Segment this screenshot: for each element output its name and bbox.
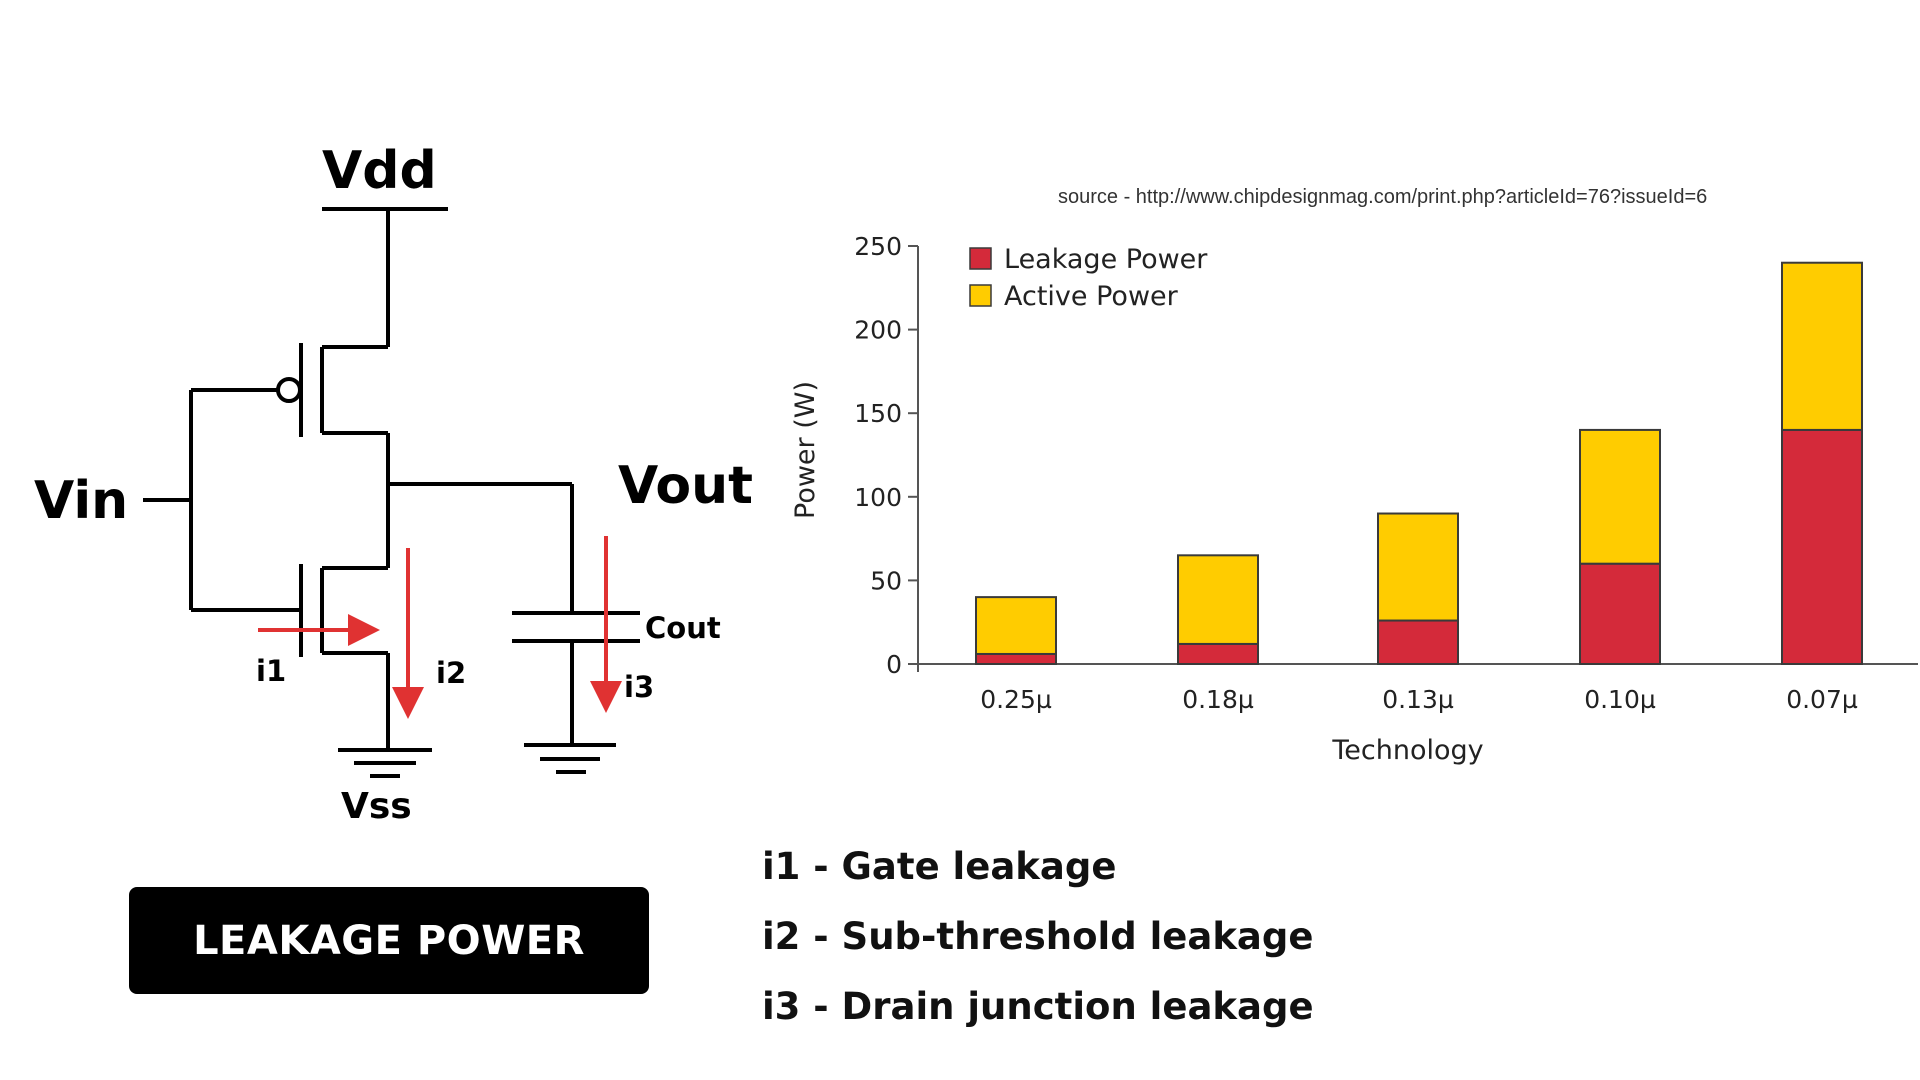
vdd-label: Vdd xyxy=(322,141,437,201)
i2-label: i2 xyxy=(436,656,466,690)
cmos-inverter-schematic: Vdd Vin Vout Vss Cout i1 i2 i3 xyxy=(34,141,753,827)
y-tick-label: 100 xyxy=(854,483,902,512)
bar-leakage-power xyxy=(1579,562,1661,665)
vout-label: Vout xyxy=(618,456,753,516)
bar-leakage-power xyxy=(1781,428,1863,666)
bar-active-power xyxy=(975,596,1057,655)
chart-bars xyxy=(975,261,1863,666)
chart-tick-labels: 0 50 100 150 200 250 0.25µ 0.18µ 0.13µ 0.10µ 0.07µ xyxy=(854,232,1858,714)
leakage-type-item: i2 - Sub-threshold leakage xyxy=(762,915,1314,958)
bar-active-power xyxy=(1579,428,1661,565)
cout-label: Cout xyxy=(645,611,721,645)
cap-ground-symbol xyxy=(524,743,616,774)
y-tick-label: 250 xyxy=(854,232,902,261)
legend-swatch xyxy=(969,284,992,307)
y-tick-label: 200 xyxy=(854,316,902,345)
leakage-types-list: i1 - Gate leakage i2 - Sub-threshold lea… xyxy=(762,832,1314,1042)
leakage-power-title-box: LEAKAGE POWER xyxy=(129,887,649,994)
legend-label: Leakage Power xyxy=(1004,244,1208,275)
bar-active-power xyxy=(1177,554,1259,645)
source-note: source - http://www.chipdesignmag.com/pr… xyxy=(1058,186,1707,208)
bar-active-power xyxy=(1781,261,1863,431)
leakage-power-title: LEAKAGE POWER xyxy=(193,917,585,964)
bar-leakage-power xyxy=(1177,642,1259,665)
power-bar-chart: 0 50 100 150 200 250 0.25µ 0.18µ 0.13µ 0.10µ 0.07µ… xyxy=(790,232,1918,766)
vss-ground-symbol xyxy=(338,748,432,778)
leakage-type-item: i3 - Drain junction leakage xyxy=(762,985,1314,1028)
i1-label: i1 xyxy=(256,654,286,688)
vin-label: Vin xyxy=(34,471,128,531)
legend-label: Active Power xyxy=(1004,281,1179,312)
pmos-gate-bubble xyxy=(276,377,302,403)
leakage-type-item: i1 - Gate leakage xyxy=(762,845,1117,888)
pmos-transistor xyxy=(191,343,388,437)
x-tick-label: 0.13µ xyxy=(1382,685,1454,714)
bar-active-power xyxy=(1377,512,1459,622)
vss-label: Vss xyxy=(341,786,412,827)
chart-legend: Leakage Power Active Power xyxy=(969,244,1208,312)
bar-leakage-power xyxy=(1377,619,1459,666)
bar-leakage-power xyxy=(975,652,1057,666)
y-axis-label: Power (W) xyxy=(790,381,821,519)
output-capacitor xyxy=(512,611,640,643)
y-tick-label: 150 xyxy=(854,399,902,428)
x-axis-label: Technology xyxy=(1331,735,1483,766)
y-tick-label: 50 xyxy=(870,566,902,595)
nmos-transistor xyxy=(191,564,388,657)
x-tick-label: 0.10µ xyxy=(1584,685,1656,714)
i3-label: i3 xyxy=(624,670,654,704)
x-tick-label: 0.25µ xyxy=(980,685,1052,714)
x-tick-label: 0.18µ xyxy=(1182,685,1254,714)
x-tick-label: 0.07µ xyxy=(1786,685,1858,714)
legend-swatch xyxy=(969,247,992,270)
y-tick-label: 0 xyxy=(886,650,902,679)
